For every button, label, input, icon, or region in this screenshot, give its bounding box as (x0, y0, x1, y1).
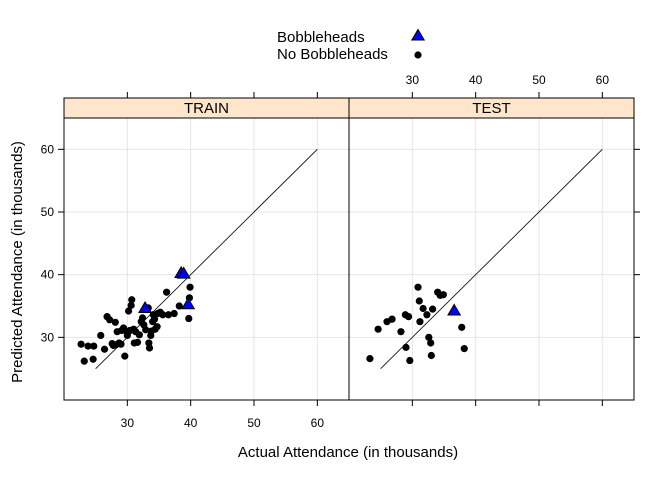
data-point (135, 331, 143, 339)
axes: 30 40 50 60 30 40 50 60 30 40 50 60 (41, 73, 640, 430)
legend-marker-dot (414, 51, 422, 59)
legend-label-0: Bobbleheads (277, 29, 365, 46)
data-point (404, 313, 413, 321)
data-point (133, 338, 142, 346)
data-point-bobblehead (176, 266, 191, 279)
data-point (423, 311, 431, 319)
legend-label-1: No Bobbleheads (277, 46, 388, 63)
x-tick-label-top: 40 (469, 73, 483, 87)
data-point (458, 323, 466, 331)
x-tick-label: 50 (247, 416, 261, 430)
data-point-bobblehead (447, 303, 462, 316)
data-point (127, 301, 135, 309)
data-point (84, 342, 92, 350)
y-tick-label: 50 (41, 205, 55, 219)
data-point (100, 345, 109, 353)
y-tick-label: 40 (41, 268, 55, 282)
panel-border (348, 117, 635, 401)
data-point (397, 328, 405, 336)
panel-train: TRAIN (63, 97, 350, 401)
panels: TRAIN TEST (63, 97, 635, 401)
data-point (163, 288, 171, 296)
data-point (414, 283, 422, 291)
data-point (185, 314, 193, 323)
data-point (186, 283, 194, 291)
y-tick-label: 60 (41, 142, 55, 156)
data-point (366, 355, 374, 363)
data-point (138, 314, 147, 322)
data-point (77, 340, 85, 348)
x-tick-label: 40 (184, 416, 198, 430)
x-tick-label-top: 30 (406, 73, 420, 87)
data-point (170, 309, 178, 318)
data-point (89, 355, 97, 363)
strip-label-test: TEST (472, 100, 510, 117)
strip-label-train: TRAIN (184, 100, 229, 117)
data-point (402, 343, 410, 351)
data-point (416, 318, 424, 326)
reference-line (380, 149, 603, 369)
data-point (97, 331, 105, 340)
data-point (125, 307, 133, 315)
data-point (460, 345, 468, 353)
data-point (415, 297, 423, 305)
x-tick-label: 30 (121, 416, 135, 430)
data-point (406, 356, 414, 365)
data-point (111, 318, 119, 326)
y-axis-title: Predicted Attendance (in thousands) (9, 141, 26, 383)
data-point (427, 339, 435, 347)
data-point (90, 342, 98, 350)
x-tick-label-top: 60 (596, 73, 610, 87)
data-point (150, 315, 159, 323)
panel-test: TEST (348, 97, 635, 401)
data-point-bobblehead (138, 301, 153, 314)
data-point (121, 352, 129, 360)
x-tick-label: 60 (311, 416, 325, 430)
data-point (80, 357, 88, 365)
data-point (164, 311, 173, 319)
x-tick-label-top: 50 (532, 73, 546, 87)
y-tick-label: 30 (41, 330, 55, 344)
data-point (106, 316, 114, 324)
data-point (142, 326, 150, 334)
data-point (128, 296, 136, 304)
data-point (153, 323, 161, 331)
data-point (159, 311, 167, 319)
data-point (439, 291, 447, 299)
data-point (175, 302, 183, 310)
data-point (117, 340, 125, 348)
data-point (388, 315, 396, 323)
data-point (145, 344, 154, 352)
data-point (429, 305, 437, 313)
data-point (374, 325, 382, 333)
data-point (419, 304, 427, 313)
data-point (427, 351, 435, 360)
data-point (425, 333, 433, 341)
data-point-bobblehead (181, 297, 196, 310)
legend-marker-triangle (410, 28, 426, 41)
x-axis-title: Actual Attendance (in thousands) (238, 444, 458, 461)
